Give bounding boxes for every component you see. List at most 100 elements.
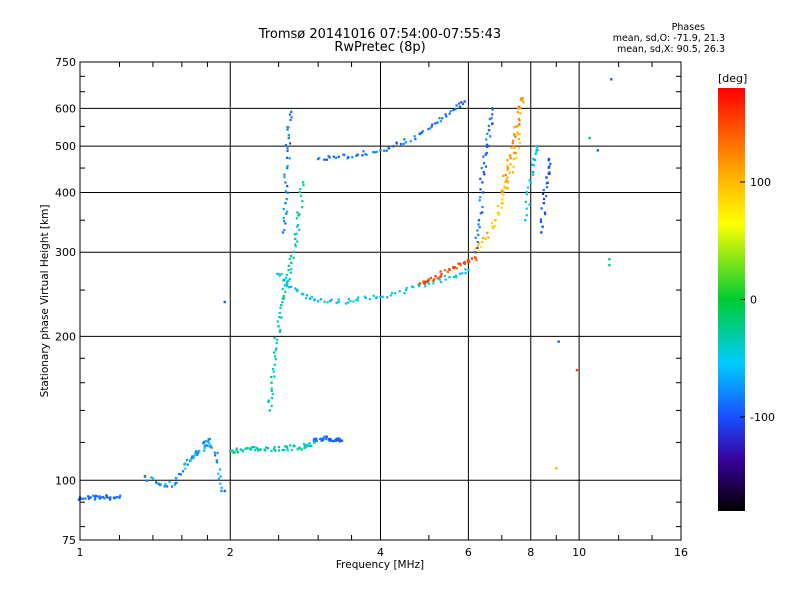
data-point xyxy=(283,278,286,282)
data-point xyxy=(524,200,527,203)
data-point xyxy=(150,476,153,479)
data-point xyxy=(532,173,535,176)
data-point xyxy=(293,233,296,236)
data-point xyxy=(548,172,551,176)
data-point xyxy=(294,243,297,246)
data-point xyxy=(467,259,471,262)
data-point xyxy=(285,276,288,279)
data-point xyxy=(454,274,457,277)
data-point xyxy=(285,197,288,201)
data-point xyxy=(458,272,462,275)
data-point xyxy=(271,392,274,396)
data-point xyxy=(491,107,494,110)
data-point xyxy=(482,170,485,174)
data-point xyxy=(296,211,299,214)
colorbar-ticks: 100 0 -100 xyxy=(740,176,775,424)
data-point xyxy=(102,496,105,499)
data-point xyxy=(175,477,178,480)
data-point xyxy=(287,264,290,267)
data-point xyxy=(184,467,187,470)
data-point xyxy=(429,127,432,130)
data-point xyxy=(453,266,456,269)
data-point xyxy=(289,118,292,122)
data-point xyxy=(282,294,285,298)
data-point xyxy=(536,148,539,151)
data-point xyxy=(509,163,512,166)
data-point xyxy=(281,288,284,291)
data-point xyxy=(282,219,286,223)
data-point xyxy=(485,143,488,146)
data-point xyxy=(512,157,516,161)
data-point xyxy=(210,446,213,449)
data-point xyxy=(346,301,350,304)
data-point xyxy=(383,149,386,152)
data-point xyxy=(304,444,307,447)
data-point xyxy=(185,459,189,462)
data-point xyxy=(477,223,480,226)
data-point xyxy=(549,162,552,165)
data-point xyxy=(477,249,481,253)
data-point xyxy=(288,278,291,281)
data-point xyxy=(517,117,520,121)
data-point xyxy=(284,201,287,205)
data-point xyxy=(335,437,338,441)
data-point xyxy=(491,225,494,228)
data-point xyxy=(277,445,281,449)
data-point xyxy=(286,185,289,188)
data-point xyxy=(203,449,206,452)
data-point xyxy=(236,450,239,453)
data-point xyxy=(115,495,118,499)
data-point xyxy=(326,301,329,304)
data-point xyxy=(510,146,513,149)
data-point xyxy=(512,165,515,168)
stats-x-mode: mean, sd,X: 90.5, 26.3 xyxy=(616,44,725,55)
y-tick-label: 100 xyxy=(55,474,76,487)
data-point xyxy=(518,132,521,136)
data-point xyxy=(192,457,195,460)
data-point xyxy=(482,191,485,194)
data-point xyxy=(322,438,325,442)
data-point xyxy=(506,176,509,179)
data-point xyxy=(208,437,212,441)
data-point xyxy=(404,288,408,292)
y-tick-label: 600 xyxy=(55,102,76,115)
data-point xyxy=(323,158,326,161)
data-point xyxy=(474,236,477,239)
data-point xyxy=(298,191,301,194)
data-point xyxy=(323,435,326,438)
data-point xyxy=(285,280,289,284)
data-point xyxy=(241,450,245,453)
data-point xyxy=(232,451,235,454)
data-point xyxy=(488,118,491,121)
chart-subtitle: RwPretec (8p) xyxy=(334,40,426,55)
data-point xyxy=(539,220,543,223)
data-point xyxy=(295,217,298,220)
data-point xyxy=(296,225,299,228)
data-point xyxy=(455,104,458,107)
data-point xyxy=(409,140,412,143)
data-point xyxy=(474,251,477,254)
data-point xyxy=(273,336,276,340)
data-point xyxy=(476,246,479,250)
data-point xyxy=(506,168,509,172)
data-point xyxy=(489,135,492,138)
data-point xyxy=(119,494,122,497)
data-point xyxy=(324,437,328,440)
data-point xyxy=(402,142,405,145)
data-point xyxy=(306,443,309,446)
data-point xyxy=(497,212,501,215)
data-point xyxy=(290,261,293,265)
y-tick-label: 750 xyxy=(55,56,76,69)
data-point xyxy=(296,448,299,451)
data-point xyxy=(531,163,534,166)
data-point xyxy=(278,274,281,277)
data-point xyxy=(282,297,286,300)
data-point xyxy=(482,236,485,240)
data-point xyxy=(529,181,532,184)
data-point xyxy=(398,290,401,293)
data-point xyxy=(528,179,531,182)
data-point xyxy=(459,264,462,267)
data-point xyxy=(196,451,200,454)
data-point xyxy=(274,349,277,352)
data-point xyxy=(512,139,515,142)
